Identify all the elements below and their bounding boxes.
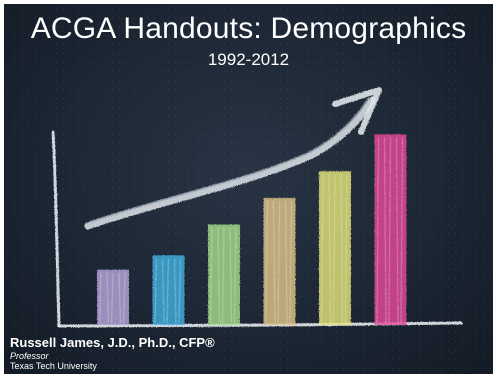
chalk-bar-streak xyxy=(106,272,110,324)
x-axis-line xyxy=(57,321,463,328)
chalk-bar-streak xyxy=(265,200,269,324)
y-axis-line xyxy=(51,130,61,328)
presenter-title: Professor xyxy=(10,351,49,361)
chalk-bar-streak xyxy=(154,258,158,324)
presenter-name: Russell James, J.D., Ph.D., CFP® xyxy=(10,335,215,350)
chalk-bar-streak xyxy=(400,137,404,324)
chalk-bar-streak xyxy=(122,272,126,324)
chalk-bar-streak xyxy=(221,227,225,324)
chalk-bar-streak xyxy=(98,272,102,324)
chalk-bar-streak xyxy=(388,137,392,324)
chalk-bar-streak xyxy=(395,137,399,324)
chalk-bar-streak xyxy=(284,200,288,324)
chalk-bar-streak xyxy=(272,200,276,324)
chalk-bar-streak xyxy=(344,174,348,324)
chalk-bar-streak xyxy=(376,137,380,324)
chalk-bar-streak xyxy=(178,258,182,324)
chalk-bar-streak xyxy=(166,258,170,324)
chart-bars xyxy=(97,134,407,325)
chalk-bar-streak xyxy=(383,137,387,324)
slide: ACGA Handouts: Demographics 1992-2012 Ru… xyxy=(4,4,493,374)
chalk-bar-streak xyxy=(229,227,233,324)
slide-subtitle: 1992-2012 xyxy=(207,50,290,69)
chart-axes xyxy=(51,130,463,328)
slide-title: ACGA Handouts: Demographics xyxy=(30,12,467,45)
chalk-bar-streak xyxy=(161,258,165,324)
rising-arrow-icon xyxy=(84,87,382,230)
chalk-bar-streak xyxy=(217,227,221,324)
chalk-bar-streak xyxy=(209,227,213,324)
presenter-affiliation: Texas Tech University xyxy=(10,361,97,371)
chalk-bar-streak xyxy=(173,258,177,324)
chalk-bar-streak xyxy=(340,174,344,324)
chalk-bar-streak xyxy=(110,272,114,324)
chalk-bar-streak xyxy=(118,272,122,324)
chalk-bar-streak xyxy=(320,174,324,324)
chalk-bar-streak xyxy=(332,174,336,324)
chalk-bar-streak xyxy=(328,174,332,324)
chalk-bar-streak xyxy=(289,200,293,324)
chalk-bar-chart xyxy=(51,87,463,328)
chalk-bar-streak xyxy=(233,227,237,324)
chalk-bar-streak xyxy=(277,200,281,324)
